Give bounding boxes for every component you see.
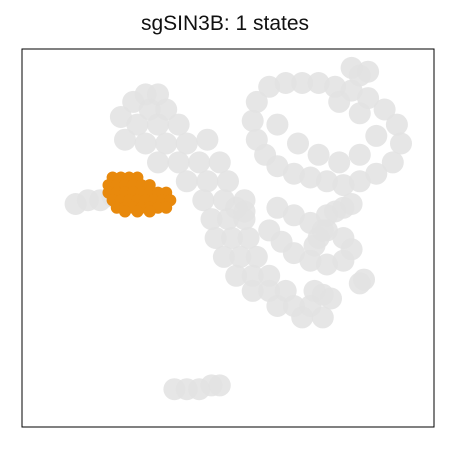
background-point-6 [332,249,355,272]
background-point-14 [315,170,338,193]
background-point-1 [282,204,305,227]
background-point-6 [212,245,235,268]
background-point-10 [241,264,264,287]
background-point-13 [332,174,355,197]
background-center-stem [200,208,334,329]
background-point-17 [320,287,342,310]
background-point-5 [109,106,132,128]
background-point-16 [188,151,211,174]
background-cells [64,56,412,401]
background-point-25 [357,60,380,83]
background-point-10 [381,151,404,174]
background-point-15 [266,295,289,317]
background-point-9 [340,193,363,215]
background-point-18 [291,306,314,329]
background-point-0 [258,75,281,98]
background-point-1 [274,72,297,94]
background-point-13 [196,128,219,151]
highlighted-cells [102,171,177,218]
background-point-7 [229,245,252,268]
background-point-9 [390,132,412,155]
background-right-ring [241,72,412,197]
chart-title: sgSIN3B: 1 states [140,12,310,35]
background-point-3 [307,72,330,94]
background-point-9 [225,264,248,287]
background-point-5 [237,227,260,249]
background-point-12 [303,234,326,257]
background-point-21 [192,189,215,212]
background-point-12 [175,132,198,155]
background-point-7 [373,98,396,121]
background-point-11 [155,132,178,155]
background-point-29 [328,90,351,113]
background-point-6 [126,113,149,136]
background-point-27 [365,124,388,147]
background-point-26 [348,143,371,166]
background-point-19 [245,128,268,151]
background-point-17 [208,151,231,174]
background-point-21 [245,90,268,113]
background-point-28 [348,102,371,125]
background-point-0 [266,196,289,219]
background-point-11 [258,264,281,287]
background-point-12 [348,170,371,193]
background-point-0 [200,208,223,231]
background-point-14 [147,151,169,174]
background-point-12 [241,279,264,302]
background-point-18 [175,170,198,193]
highlighted-point-35 [143,205,156,218]
background-point-25 [328,151,351,174]
highlighted-point-32 [160,201,173,214]
background-point-23 [287,132,309,155]
background-top-left-arm [109,83,256,212]
background-point-19 [196,170,219,193]
highlighted-point-33 [119,205,131,218]
background-point-2 [122,90,145,113]
background-point-22 [208,374,231,397]
background-point-14 [348,272,371,295]
background-point-8 [245,245,268,268]
background-point-15 [167,151,190,174]
background-point-10 [134,132,157,155]
background-point-2 [291,72,314,94]
background-point-8 [385,113,408,136]
background-point-11 [258,219,281,242]
background-point-24 [307,143,330,166]
background-point-7 [315,253,338,276]
background-point-11 [365,162,388,185]
background-point-4 [221,227,244,249]
background-point-22 [266,113,289,136]
background-point-16 [282,162,305,185]
background-small-islands [64,56,380,401]
background-point-9 [114,128,136,151]
background-point-5 [233,200,256,223]
background-point-20 [217,170,239,193]
highlighted-point-34 [131,205,144,218]
background-point-3 [204,227,227,249]
background-point-19 [311,306,334,329]
background-point-20 [241,109,264,132]
highlighted-state [102,171,177,218]
background-point-8 [167,113,190,136]
background-point-7 [147,113,169,136]
background-point-15 [299,166,322,189]
